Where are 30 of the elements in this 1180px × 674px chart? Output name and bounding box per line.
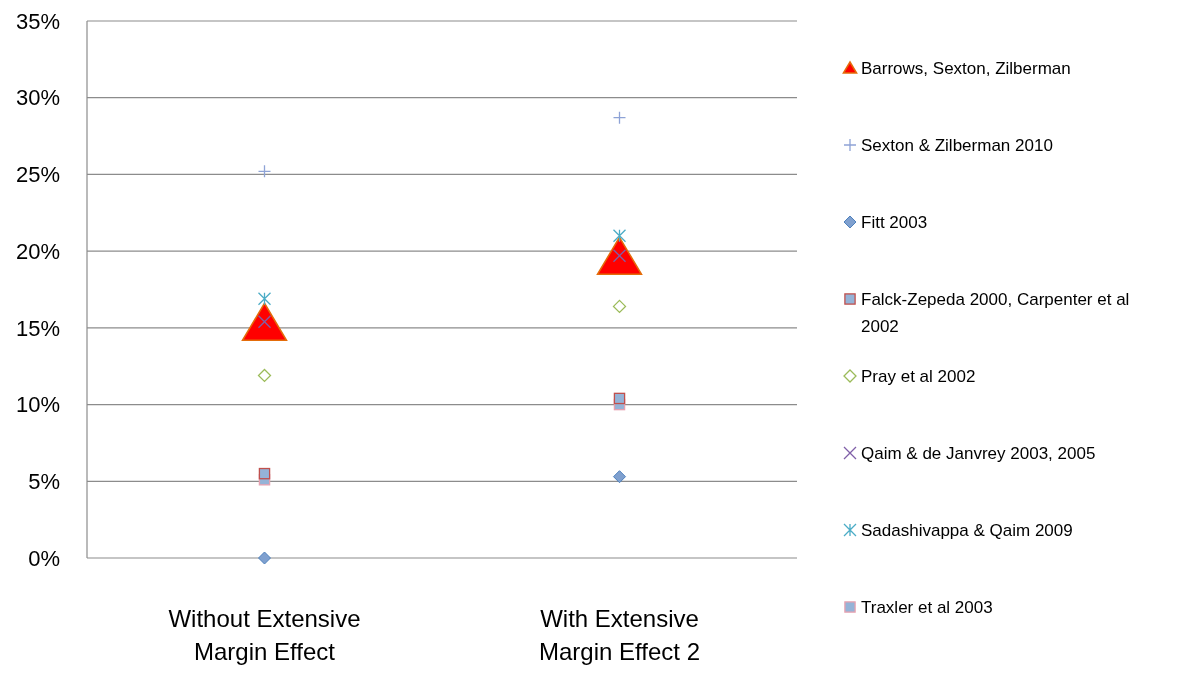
point bbox=[257, 368, 272, 383]
y-tick-label: 15% bbox=[15, 315, 60, 341]
legend-label: Sadashivappa & Qaim 2009 bbox=[861, 520, 1073, 540]
point bbox=[612, 229, 627, 243]
point bbox=[258, 467, 271, 480]
y-tick-label: 25% bbox=[15, 162, 60, 188]
point bbox=[257, 292, 272, 306]
y-tick-label: 30% bbox=[15, 85, 60, 111]
y-tick-label: 0% bbox=[28, 545, 60, 571]
point bbox=[612, 111, 627, 125]
point bbox=[612, 299, 627, 314]
point bbox=[258, 551, 271, 565]
y-tick-label: 20% bbox=[15, 238, 60, 264]
y-tick-label: 5% bbox=[28, 468, 60, 494]
y-tick-label: 35% bbox=[15, 8, 60, 34]
legend-label: Qaim & de Janvrey 2003, 2005 bbox=[861, 443, 1096, 463]
point bbox=[257, 164, 272, 179]
x-tick-label: Without Extensive Margin Effect bbox=[168, 605, 361, 665]
legend-label: Barrows, Sexton, Zilberman bbox=[861, 58, 1071, 78]
legend-label: Pray et al 2002 bbox=[861, 366, 976, 386]
x-tick-label: With Extensive Margin Effect 2 bbox=[539, 605, 700, 665]
point bbox=[613, 392, 626, 405]
point bbox=[596, 236, 643, 276]
legend-label: Traxler et al 2003 bbox=[861, 597, 993, 617]
point bbox=[613, 470, 626, 484]
legend-label: Fitt 2003 bbox=[861, 212, 928, 232]
point bbox=[241, 302, 288, 341]
legend-label: Falck-Zepeda 2000, Carpenter et al 2002 bbox=[861, 289, 1130, 336]
legend-label: Sexton & Zilberman 2010 bbox=[861, 135, 1053, 155]
y-tick-label: 10% bbox=[15, 392, 60, 418]
